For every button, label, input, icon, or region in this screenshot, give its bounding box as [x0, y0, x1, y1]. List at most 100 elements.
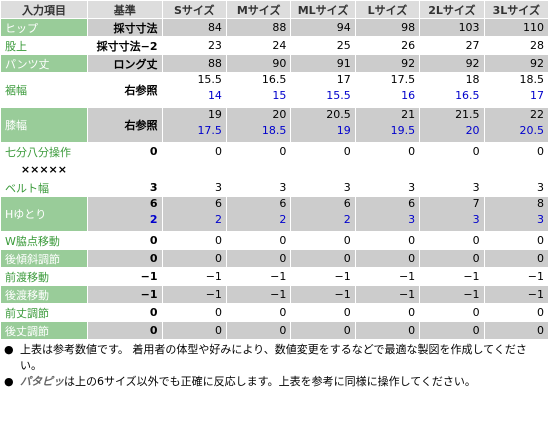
size-value: 92 [420, 55, 484, 72]
size-value: −1 [420, 286, 484, 303]
cell-sub-value: 2 [279, 213, 287, 226]
size-value: 88 [162, 55, 226, 72]
cell-value: 6 [149, 197, 158, 210]
empty-cell [485, 161, 548, 178]
row-label: 後傾斜調節 [1, 250, 87, 267]
table-row: パンツ丈 ロング丈 88 90 91 92 92 92 [1, 55, 548, 72]
cell-value: 7 [472, 197, 480, 210]
header-cell: 2Lサイズ [420, 1, 484, 18]
size-value: 3 [343, 181, 351, 194]
size-value: 21.5 20 [420, 108, 484, 142]
cell-value: 6 [279, 197, 287, 210]
size-value: 3 [408, 181, 416, 194]
note: ● 上表は参考数値です。 着用者の体型や好みにより、数値変更をするなどで最適な製図… [4, 342, 545, 374]
table-row: 股上 採寸寸法−2 23 24 25 26 27 28 [1, 37, 548, 54]
row-base: −1 [140, 270, 158, 283]
header-cell: 3Lサイズ [484, 1, 548, 18]
size-value: 0 [472, 145, 480, 158]
cell-value: 15.5 [197, 73, 222, 86]
size-value: 98 [355, 19, 420, 36]
size-value: 88 [226, 19, 291, 36]
size-value: 0 [214, 145, 222, 158]
table-row: 膝幅 右参照 19 17.5 20 18.5 20.5 19 21 19.5 21.5 20 22 20.… [1, 108, 548, 142]
note: ● パタピッは上の6サイズ以外でも正確に反応します。上表を参考に同様に操作してくだ… [4, 374, 545, 390]
table-row: 前渡移動 −1 −1 −1 −1 −1 −1 −1 [1, 268, 548, 285]
cell-sub-value: 19.5 [390, 124, 416, 137]
size-value: −1 [484, 286, 548, 303]
size-value: 0 [343, 145, 351, 158]
size-value: −1 [527, 270, 544, 283]
row-base: 0 [149, 306, 158, 319]
row-base: −1 [87, 286, 162, 303]
cell-value: 8 [537, 197, 544, 210]
size-value: 0 [226, 250, 291, 267]
cell-sub-value: 2 [214, 213, 222, 226]
table-row: 前丈調節 0 0 0 0 0 0 0 [1, 304, 548, 321]
size-value: 0 [408, 145, 416, 158]
cell-value: 18.5 [519, 73, 545, 86]
table-row: 後傾斜調節 0 0 0 0 0 0 0 [1, 250, 548, 267]
size-value: −1 [162, 286, 226, 303]
size-value: −1 [205, 270, 222, 283]
cell-sub-value: 16.5 [455, 89, 480, 102]
size-value: −1 [398, 270, 416, 283]
cell-sub-value: 3 [472, 213, 480, 226]
cell-sub-value: 19 [336, 124, 351, 137]
size-value: 3 [537, 181, 544, 194]
header-cell: Mサイズ [226, 1, 291, 18]
header-cell: Sサイズ [162, 1, 226, 18]
size-value: 0 [343, 234, 351, 247]
row-label: Hゆとり [1, 197, 87, 231]
size-value: 0 [537, 234, 544, 247]
cell-sub-value: 17 [530, 89, 544, 102]
size-value: 3 [214, 181, 222, 194]
cell-sub-value: 18.5 [261, 124, 287, 137]
cell-value: 20.5 [326, 108, 351, 121]
cell-sub-value: 3 [537, 213, 544, 226]
size-value: 0 [420, 322, 484, 339]
table-row: ××××× [1, 161, 548, 178]
cell-sub-value: 15.5 [326, 89, 351, 102]
notes: ● 上表は参考数値です。 着用者の体型や好みにより、数値変更をするなどで最適な製図… [0, 340, 549, 392]
cell-value: 22 [530, 108, 544, 121]
row-label: 裾幅 [5, 84, 27, 97]
bullet: ● [4, 343, 14, 356]
size-value: 0 [484, 322, 548, 339]
size-value: 0 [408, 234, 416, 247]
cell-value: 20 [272, 108, 287, 121]
size-value: 0 [162, 250, 226, 267]
size-value: 21 19.5 [355, 108, 420, 142]
size-value: 0 [537, 306, 544, 319]
size-value: 19 17.5 [162, 108, 226, 142]
note-text: パタピッは上の6サイズ以外でも正確に反応します。上表を参考に同様に操作してくださ… [20, 374, 476, 390]
row-base: 0 [149, 234, 158, 247]
size-value: 84 [162, 19, 226, 36]
size-value: 18.5 17 [485, 73, 548, 107]
row-base [88, 161, 162, 178]
size-value: 90 [226, 55, 291, 72]
cell-sub-value: 15 [272, 89, 287, 102]
table-row: W脇点移動 0 0 0 0 0 0 0 [1, 232, 548, 249]
row-label: ベルト幅 [5, 181, 49, 195]
table-body: 入力項目 基準 Sサイズ Mサイズ MLサイズ Lサイズ 2Lサイズ 3Lサイズ ヒップ 採寸寸法… [1, 1, 548, 339]
size-value: 0 [408, 306, 416, 319]
size-value: 0 [162, 322, 226, 339]
row-label: 股上 [5, 39, 27, 53]
row-base: 採寸寸法 [87, 19, 162, 36]
size-value: −1 [355, 286, 420, 303]
cell-value: 18 [465, 73, 480, 86]
row-base: 0 [87, 322, 162, 339]
size-value: 17 15.5 [291, 73, 354, 107]
size-value: −1 [291, 286, 355, 303]
cell-value: 17.5 [390, 73, 416, 86]
table-row: 七分八分操作 0 0 0 0 0 0 0 [1, 143, 548, 160]
row-base: 採寸寸法−2 [96, 39, 158, 53]
cell-sub-value: 20.5 [519, 124, 545, 137]
cell-sub-value: 17.5 [197, 124, 222, 137]
size-value: 25 [336, 39, 351, 52]
